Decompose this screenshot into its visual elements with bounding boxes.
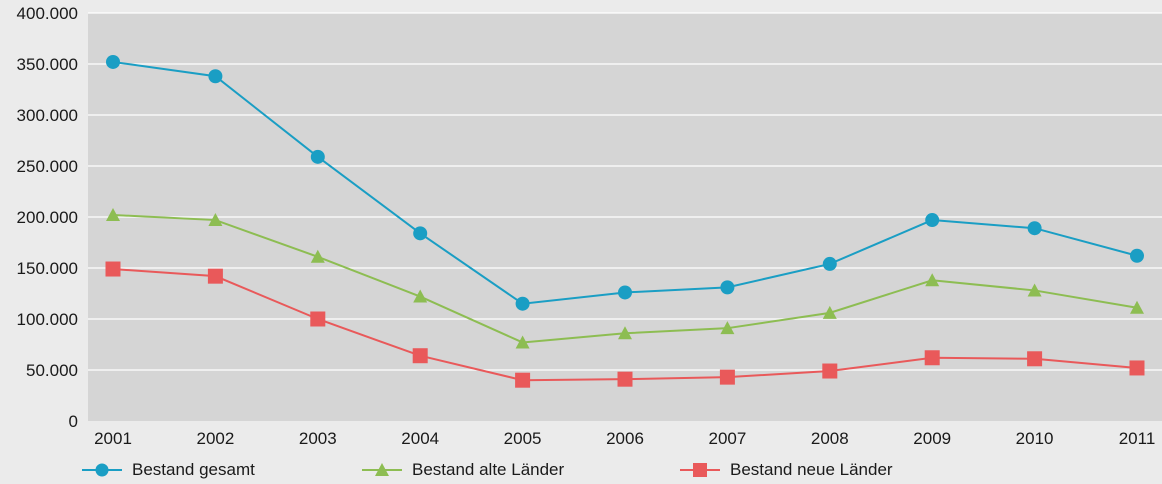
series-3: [105, 261, 1145, 388]
y-tick-label: 250.000: [17, 157, 78, 176]
y-tick-label: 0: [69, 412, 78, 431]
data-point: [1027, 221, 1042, 236]
x-tick-label: 2002: [196, 429, 234, 448]
data-point: [208, 69, 223, 84]
data-point: [1027, 283, 1042, 297]
data-point: [1129, 360, 1145, 376]
legend-item-neue-laender: Bestand neue Länder: [680, 455, 893, 484]
data-point: [207, 268, 223, 284]
data-point: [106, 207, 120, 221]
series-layer: [105, 54, 1145, 388]
data-point: [412, 348, 428, 364]
y-tick-label: 300.000: [17, 106, 78, 125]
data-point: [1130, 300, 1144, 314]
x-tick-label: 2011: [1119, 429, 1156, 448]
x-tick-label: 2003: [299, 429, 337, 448]
legend-label: Bestand gesamt: [132, 459, 255, 479]
legend-item-alte-laender: Bestand alte Länder: [362, 455, 564, 484]
data-point: [719, 369, 735, 385]
data-point: [720, 321, 735, 335]
data-point: [822, 363, 838, 379]
data-point: [924, 350, 940, 366]
legend-label: Bestand alte Länder: [412, 459, 565, 479]
series-1: [106, 54, 1144, 311]
data-point: [720, 280, 735, 295]
data-point: [208, 213, 223, 227]
legend-swatch-circle-icon: [82, 463, 122, 476]
legend-item-gesamt: Bestand gesamt: [82, 455, 255, 484]
data-point: [310, 311, 326, 327]
x-tick-label: 2008: [811, 429, 849, 448]
data-point: [106, 54, 120, 69]
y-tick-label: 200.000: [17, 208, 78, 227]
y-tick-label: 350.000: [17, 55, 78, 74]
data-point: [310, 249, 325, 263]
data-point: [822, 256, 837, 271]
data-point: [618, 326, 632, 340]
y-tick-label: 50.000: [26, 361, 78, 380]
data-point: [925, 273, 940, 287]
x-tick-label: 2004: [401, 429, 439, 448]
data-point: [105, 261, 121, 277]
x-tick-label: 2006: [606, 429, 644, 448]
x-axis-ticks: 2001 2002 2003 2004 2005 2006 2007 2008 2009 2010…: [94, 429, 1155, 448]
data-point: [515, 296, 530, 311]
legend-swatch-square-icon: [680, 462, 720, 477]
y-tick-label: 400.000: [17, 4, 78, 23]
data-point: [1130, 248, 1144, 263]
legend: Bestand gesamt Bestand alte Länder Besta…: [0, 455, 1162, 484]
data-point: [618, 285, 632, 300]
data-point: [310, 149, 325, 164]
data-point: [925, 213, 940, 228]
data-point: [413, 289, 428, 303]
data-point: [617, 371, 633, 387]
x-tick-label: 2001: [94, 429, 132, 448]
y-axis-ticks: 0 50.000 100.000 150.000 200.000 250.000 300.0…: [17, 4, 78, 431]
data-point: [413, 226, 428, 241]
x-tick-label: 2009: [913, 429, 951, 448]
gridlines: [88, 12, 1162, 371]
x-tick-label: 2010: [1016, 429, 1054, 448]
series-2: [106, 207, 1144, 349]
data-point: [515, 372, 531, 388]
x-tick-label: 2007: [708, 429, 746, 448]
legend-swatch-triangle-icon: [362, 462, 402, 476]
data-point: [822, 305, 837, 319]
y-tick-label: 100.000: [17, 310, 78, 329]
legend-label: Bestand neue Länder: [730, 459, 893, 479]
data-point: [515, 335, 530, 349]
y-tick-label: 150.000: [17, 259, 78, 278]
line-chart: 0 50.000 100.000 150.000 200.000 250.000 300.0…: [17, 4, 1162, 448]
data-point: [1027, 351, 1043, 367]
x-tick-label: 2005: [504, 429, 542, 448]
